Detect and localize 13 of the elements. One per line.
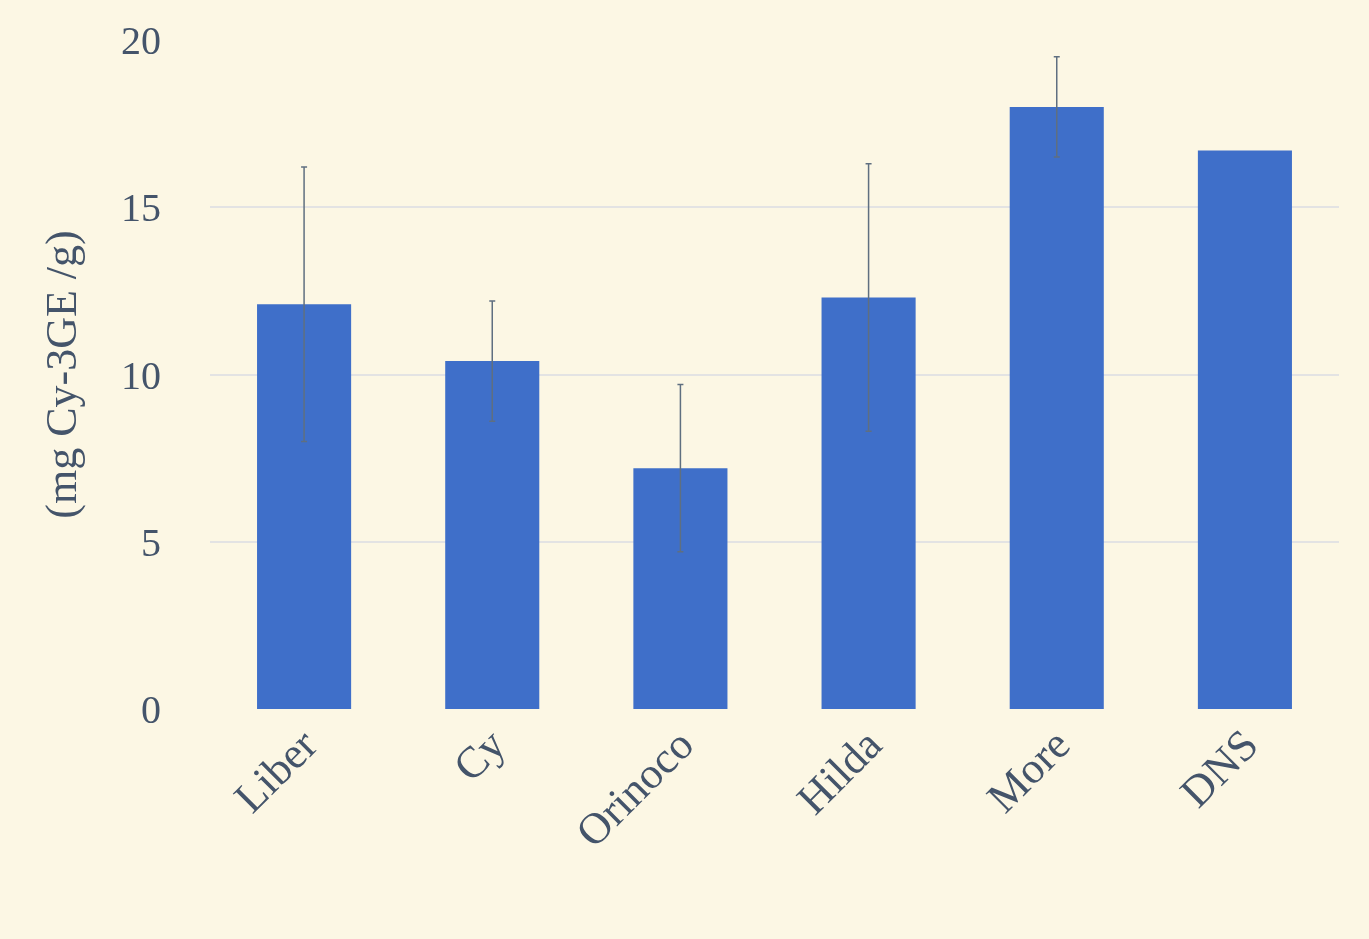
bar	[257, 304, 352, 709]
bar	[633, 468, 728, 709]
y-tick-label: 15	[121, 185, 161, 231]
y-tick-label: 5	[141, 519, 161, 565]
x-tick-label: Cy	[443, 719, 515, 791]
bar	[445, 361, 540, 709]
bar	[1009, 106, 1104, 709]
y-tick-label: 0	[141, 687, 161, 732]
y-tick-label: 10	[121, 352, 161, 398]
y-axis-title: (mg Cy-3GE /g)	[37, 230, 87, 519]
y-tick-label: 20	[121, 18, 161, 63]
bar	[1197, 150, 1292, 709]
bar	[821, 297, 916, 709]
